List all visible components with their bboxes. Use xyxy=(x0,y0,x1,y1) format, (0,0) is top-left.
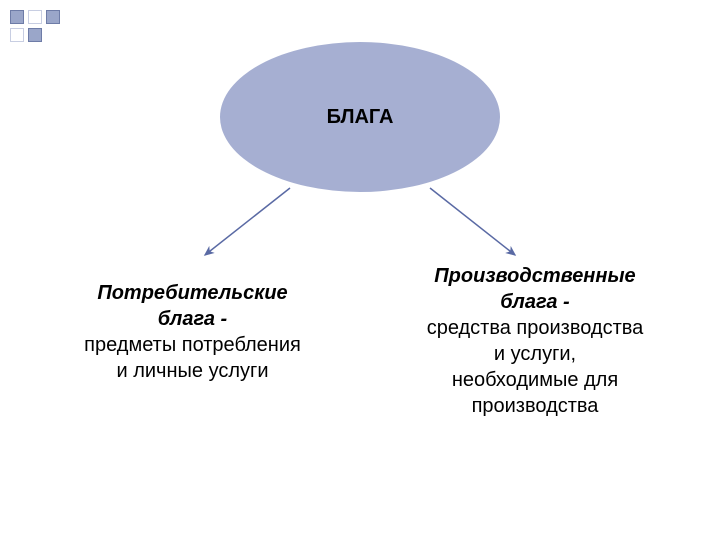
root-node: БЛАГА xyxy=(220,42,500,192)
decor-square-3 xyxy=(46,10,60,24)
right-body-2: и услуги, xyxy=(395,341,675,367)
left-body-2: и личные услуги xyxy=(60,358,325,384)
arrow-left xyxy=(205,188,290,255)
right-title-1: Производственные xyxy=(395,263,675,289)
decor-square-2 xyxy=(28,10,42,24)
left-title-1: Потребительские xyxy=(60,280,325,306)
right-body-3: необходимые для xyxy=(395,367,675,393)
right-body-1: средства производства xyxy=(395,315,675,341)
decor-square-4 xyxy=(10,28,24,42)
decor-square-1 xyxy=(10,10,24,24)
root-node-label: БЛАГА xyxy=(327,106,394,129)
right-body-4: производства xyxy=(395,393,675,419)
left-box: Потребительские блага - предметы потребл… xyxy=(60,280,325,384)
left-title-2: блага - xyxy=(60,306,325,332)
right-box: Производственные блага - средства произв… xyxy=(395,263,675,419)
decor-square-5 xyxy=(28,28,42,42)
arrow-right xyxy=(430,188,515,255)
left-body-1: предметы потребления xyxy=(60,332,325,358)
right-title-2: блага - xyxy=(395,289,675,315)
